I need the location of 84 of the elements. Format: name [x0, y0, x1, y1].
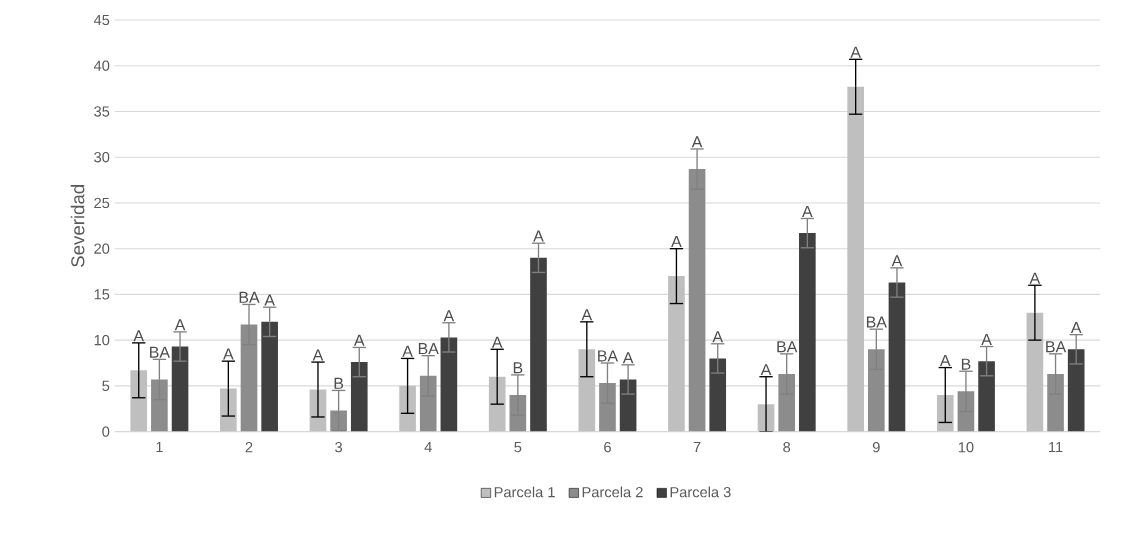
x-tick-label: 11 — [1049, 442, 1063, 453]
x-tick-label: 8 — [783, 442, 791, 453]
x-tick-label: 9 — [872, 442, 880, 453]
bar — [688, 169, 706, 432]
bar — [778, 374, 796, 432]
annotation: BA — [598, 350, 619, 362]
annotation: A — [1029, 272, 1041, 284]
annotation: A — [223, 348, 234, 360]
annotation: A — [402, 346, 413, 358]
bar — [130, 370, 148, 432]
bar — [888, 282, 906, 432]
annotation: A — [671, 236, 682, 248]
annotation: A — [1070, 322, 1082, 334]
annotation: A — [353, 335, 365, 347]
bar — [1026, 312, 1044, 432]
y-tick-label: 25 — [94, 198, 110, 209]
y-axis-title: Severidad — [70, 185, 85, 268]
bar — [171, 346, 189, 432]
y-tick-label: 20 — [94, 243, 110, 255]
annotation: A — [939, 355, 951, 367]
bar — [1067, 349, 1085, 432]
y-tick-label: 15 — [94, 289, 110, 300]
y-tick-label: 5 — [102, 381, 110, 392]
y-tick-label: 10 — [94, 335, 110, 346]
annotation: B — [334, 378, 344, 390]
legend-label: Parcela 3 — [670, 486, 731, 498]
bar — [978, 361, 995, 432]
annotation: A — [891, 255, 903, 267]
annotation: A — [622, 352, 634, 364]
bar — [599, 383, 616, 432]
x-tick-label: 7 — [693, 442, 701, 453]
legend-label: Parcela 2 — [582, 486, 643, 498]
annotation: A — [760, 364, 772, 376]
bar — [578, 349, 596, 432]
legend-label: Parcela 1 — [494, 486, 555, 498]
bar — [151, 379, 168, 432]
bar — [530, 258, 547, 432]
x-tick-label: 6 — [604, 442, 611, 453]
annotation: A — [491, 336, 503, 348]
y-tick-label: 0 — [102, 426, 110, 438]
annotation: B — [961, 358, 971, 370]
y-tick-label: 40 — [93, 60, 110, 72]
bar — [847, 87, 864, 432]
annotation: A — [802, 206, 813, 218]
annotation: A — [581, 309, 593, 321]
annotation: A — [443, 310, 455, 322]
bar — [240, 324, 258, 432]
annotation: BA — [1046, 341, 1067, 353]
annotation: A — [850, 46, 861, 58]
x-tick-label: 2 — [245, 442, 253, 453]
x-tick-label: 3 — [335, 442, 343, 453]
bar — [1047, 374, 1064, 432]
annotation: A — [264, 294, 275, 306]
bar — [709, 358, 727, 432]
x-tick-label: 10 — [958, 442, 974, 453]
bar — [957, 391, 975, 432]
x-tick-label: 4 — [424, 442, 432, 453]
annotation: A — [712, 331, 724, 343]
annotation: BA — [866, 316, 887, 328]
y-tick-label: 45 — [93, 15, 110, 26]
annotation: A — [174, 319, 186, 331]
annotation: A — [691, 136, 703, 148]
annotation: BA — [239, 292, 260, 304]
y-tick-label: 30 — [94, 152, 110, 163]
annotation: A — [981, 334, 992, 346]
annotation: A — [312, 349, 324, 361]
annotation: A — [133, 330, 145, 342]
y-tick-label: 35 — [94, 106, 110, 117]
annotation: BA — [150, 347, 171, 358]
bar — [419, 376, 437, 432]
annotation: BA — [777, 341, 798, 353]
bar — [350, 362, 368, 432]
bar — [619, 379, 637, 432]
bar — [867, 349, 885, 432]
annotation: B — [513, 362, 523, 374]
annotation: BA — [418, 343, 439, 355]
bar — [440, 337, 458, 432]
bar — [261, 322, 278, 432]
bar — [799, 233, 816, 432]
annotation: A — [533, 230, 544, 242]
bar — [488, 376, 506, 432]
x-tick-label: 1 — [156, 442, 163, 453]
bar — [668, 276, 685, 432]
x-tick-label: 5 — [514, 442, 522, 453]
